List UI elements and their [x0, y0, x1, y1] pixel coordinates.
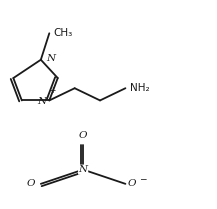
Text: +: + — [49, 86, 55, 95]
Text: N: N — [37, 97, 46, 106]
Text: O: O — [128, 179, 136, 188]
Text: N: N — [46, 54, 55, 63]
Text: N: N — [79, 165, 88, 174]
Text: CH₃: CH₃ — [54, 28, 73, 38]
Text: NH₂: NH₂ — [130, 83, 149, 93]
Text: −: − — [139, 174, 147, 183]
Text: O: O — [27, 179, 36, 188]
Text: O: O — [79, 131, 87, 140]
